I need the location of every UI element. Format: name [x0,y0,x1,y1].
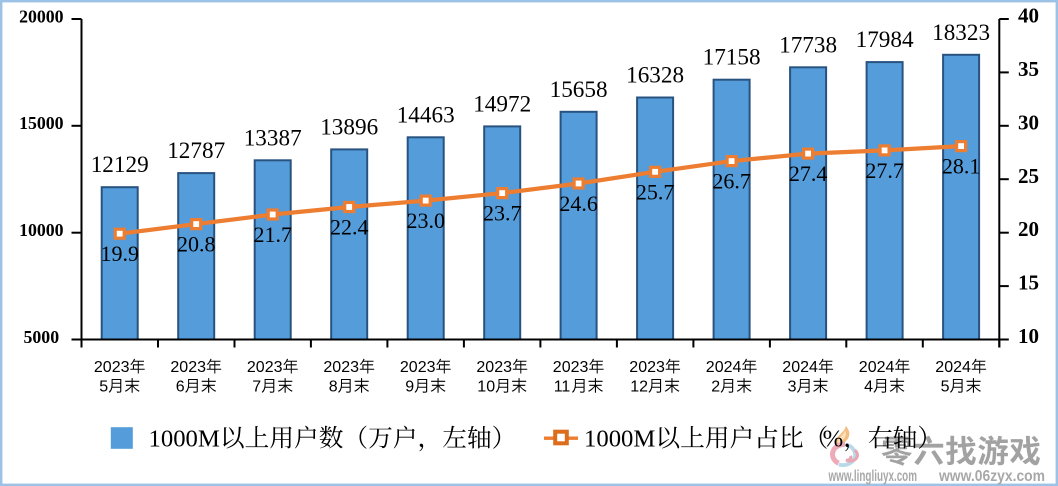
svg-text:5000: 5000 [24,327,60,347]
svg-text:15000: 15000 [19,113,64,133]
svg-text:5: 5 [941,379,950,396]
svg-text:1000M: 1000M [149,426,220,453]
svg-text:4: 4 [864,379,873,396]
svg-text:2023: 2023 [247,359,283,376]
svg-text:20000: 20000 [19,6,64,26]
svg-text:15: 15 [1018,271,1039,295]
svg-text:16328: 16328 [626,63,684,89]
svg-text:2023: 2023 [170,359,206,376]
svg-text:40: 40 [1018,4,1039,28]
svg-text:2024: 2024 [935,359,971,376]
svg-text:15658: 15658 [550,77,608,103]
svg-text:17738: 17738 [779,32,837,58]
svg-text:14463: 14463 [397,102,455,128]
svg-text:21.7: 21.7 [253,222,292,247]
svg-text:20.8: 20.8 [177,232,216,257]
svg-text:26.7: 26.7 [712,169,751,194]
svg-text:19.9: 19.9 [100,241,139,266]
svg-text:12129: 12129 [91,152,149,178]
svg-text:18323: 18323 [932,20,990,46]
svg-text:www.lingliuyx.com: www.lingliuyx.com [828,468,917,485]
svg-text:2023: 2023 [323,359,359,376]
svg-text:12787: 12787 [167,138,225,164]
svg-text:6: 6 [176,379,185,396]
svg-text:11: 11 [554,379,571,396]
svg-text:8: 8 [329,379,338,396]
svg-text:10: 10 [477,379,495,396]
svg-text:23.7: 23.7 [483,201,522,226]
svg-text:22.4: 22.4 [330,215,369,240]
svg-text:13387: 13387 [244,125,302,151]
svg-text:2023: 2023 [629,359,665,376]
svg-text:2: 2 [711,379,720,396]
svg-text:25: 25 [1018,164,1039,188]
svg-text:17984: 17984 [856,27,914,53]
svg-text:27.7: 27.7 [865,158,904,183]
svg-text:24.6: 24.6 [559,191,598,216]
svg-text:2024: 2024 [782,359,818,376]
svg-text:3: 3 [788,379,797,396]
svg-text:35: 35 [1018,57,1039,81]
svg-text:2024: 2024 [859,359,895,376]
svg-text:1000M: 1000M [584,426,655,453]
svg-text:2023: 2023 [476,359,512,376]
svg-text:www.06zyx.com: www.06zyx.com [938,468,1045,485]
svg-text:20: 20 [1018,217,1039,241]
svg-text:2023: 2023 [553,359,589,376]
svg-text:5: 5 [99,379,108,396]
svg-text:17158: 17158 [703,45,761,71]
svg-text:12: 12 [630,379,648,396]
svg-text:28.1: 28.1 [942,154,981,179]
svg-text:25.7: 25.7 [636,179,675,204]
svg-text:%: % [823,426,844,453]
svg-text:30: 30 [1018,110,1039,134]
svg-text:10: 10 [1018,324,1039,348]
svg-text:9: 9 [405,379,414,396]
svg-text:27.4: 27.4 [789,161,828,186]
svg-text:2024: 2024 [706,359,742,376]
svg-text:13896: 13896 [320,114,378,140]
svg-text:7: 7 [252,379,261,396]
svg-text:2023: 2023 [94,359,130,376]
svg-text:10000: 10000 [19,220,64,240]
svg-text:2023: 2023 [400,359,436,376]
svg-text:23.0: 23.0 [406,208,445,233]
svg-text:14972: 14972 [473,91,531,117]
